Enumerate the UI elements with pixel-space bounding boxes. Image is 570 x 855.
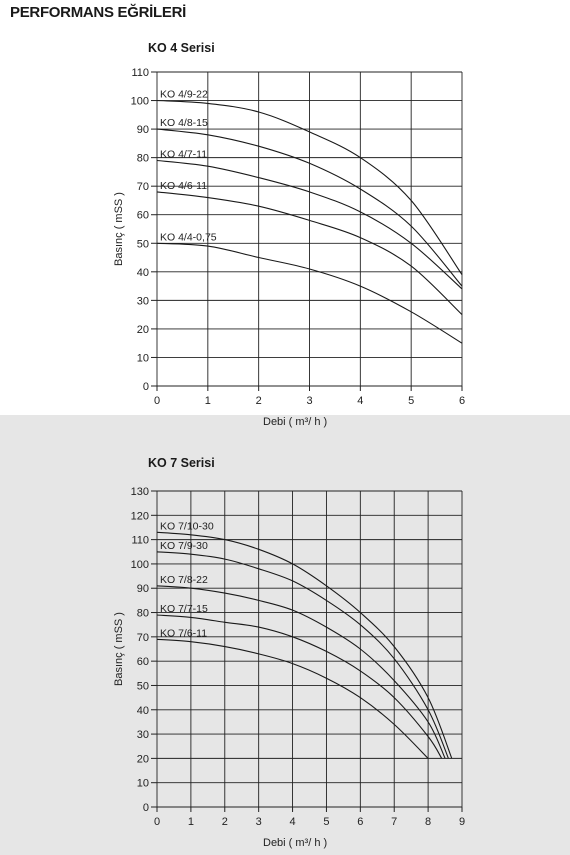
- series-line-4: [156, 638, 429, 759]
- y-tick-label: 40: [137, 705, 149, 717]
- y-tick-label: 0: [143, 802, 149, 814]
- y-tick-label: 110: [131, 535, 149, 547]
- y-tick-label: 120: [131, 510, 149, 522]
- x-tick-label: 0: [154, 395, 160, 407]
- series-line-2: [156, 585, 446, 759]
- x-tick-label: 5: [323, 816, 329, 828]
- chart-1: KO 7 Serisi01020304050607080901001101201…: [113, 456, 465, 849]
- x-tick-label: 4: [357, 395, 363, 407]
- x-tick-label: 3: [256, 816, 262, 828]
- y-tick-label: 50: [137, 238, 149, 250]
- y-tick-label: 50: [137, 680, 149, 692]
- y-tick-label: 130: [131, 486, 149, 498]
- series-label: KO 7/8-22: [160, 574, 208, 586]
- x-tick-label: 6: [459, 395, 465, 407]
- series-label: KO 4/8-15: [160, 117, 208, 129]
- series-line-2: [156, 159, 463, 290]
- chart-title: KO 4 Serisi: [148, 41, 215, 55]
- x-axis-label: Debi ( m³/ h ): [263, 416, 327, 428]
- y-tick-label: 80: [137, 608, 149, 620]
- series-line-0: [156, 531, 453, 759]
- x-tick-label: 3: [306, 395, 312, 407]
- series-label: KO 4/6-11: [160, 180, 207, 192]
- y-tick-label: 20: [137, 753, 149, 765]
- lower-panel-background: [0, 415, 570, 855]
- series-line-3: [156, 614, 443, 759]
- y-tick-label: 10: [137, 778, 149, 790]
- series-label: KO 7/10-30: [160, 520, 214, 532]
- series-line-3: [156, 191, 463, 315]
- series-label: KO 4/4-0,75: [160, 231, 217, 243]
- x-tick-label: 4: [289, 816, 295, 828]
- y-tick-label: 90: [137, 583, 149, 595]
- y-tick-label: 40: [137, 267, 149, 279]
- y-tick-label: 70: [137, 632, 149, 644]
- series-label: KO 7/6-11: [160, 627, 207, 639]
- y-tick-label: 90: [137, 124, 149, 136]
- y-tick-label: 60: [137, 210, 149, 222]
- x-tick-label: 1: [205, 395, 211, 407]
- x-tick-label: 6: [357, 816, 363, 828]
- series-line-0: [156, 99, 463, 276]
- x-tick-label: 2: [256, 395, 262, 407]
- series-line-1: [156, 128, 463, 287]
- series-label: KO 4/7-11: [160, 148, 207, 160]
- series-label: KO 7/7-15: [160, 603, 208, 615]
- series-label: KO 7/9-30: [160, 540, 208, 552]
- page-title: PERFORMANS EĞRİLERİ: [10, 4, 186, 21]
- y-axis-label: Basınç ( mSS ): [113, 612, 125, 686]
- series-label: KO 4/9-22: [160, 89, 208, 101]
- x-tick-label: 0: [154, 816, 160, 828]
- x-tick-label: 9: [459, 816, 465, 828]
- y-tick-label: 30: [137, 729, 149, 741]
- y-axis-label: Basınç ( mSS ): [113, 192, 125, 266]
- y-tick-label: 60: [137, 656, 149, 668]
- y-tick-label: 100: [131, 559, 149, 571]
- x-axis-label: Debi ( m³/ h ): [263, 837, 327, 849]
- chart-title: KO 7 Serisi: [148, 456, 215, 470]
- x-tick-label: 7: [391, 816, 397, 828]
- x-tick-label: 1: [188, 816, 194, 828]
- y-tick-label: 20: [137, 324, 149, 336]
- x-tick-label: 5: [408, 395, 414, 407]
- series-line-1: [156, 551, 449, 759]
- x-tick-label: 8: [425, 816, 431, 828]
- series-line-4: [156, 242, 463, 344]
- x-tick-label: 2: [222, 816, 228, 828]
- y-tick-label: 10: [137, 352, 149, 364]
- y-tick-label: 70: [137, 181, 149, 193]
- chart-0: KO 4 Serisi 0 10 20 30 40 50 60 70 80 90 100 110 0 1 2 3…: [113, 41, 465, 428]
- y-tick-label: 80: [137, 153, 149, 165]
- y-tick-label: 30: [137, 295, 149, 307]
- y-tick-label: 110: [131, 67, 149, 79]
- y-tick-label: 100: [131, 96, 149, 108]
- y-tick-label: 0: [143, 381, 149, 393]
